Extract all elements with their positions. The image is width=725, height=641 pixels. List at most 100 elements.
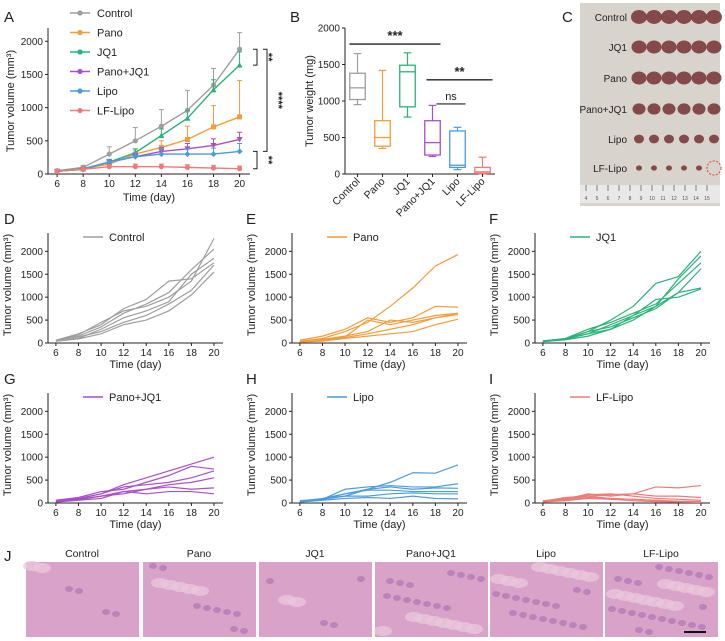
histology-texture xyxy=(559,620,567,626)
tumor-sample xyxy=(696,165,702,171)
individual-growth-line-JQ1 xyxy=(542,262,702,342)
tumor-sample xyxy=(631,10,647,24)
histology-texture xyxy=(699,604,707,610)
histology-texture xyxy=(628,610,636,616)
histology-texture xyxy=(655,564,663,570)
panel-a-point-JQ1 xyxy=(236,62,243,68)
panel-a-point-Pano xyxy=(237,114,243,120)
panel-b-category-label-Pano: Pano xyxy=(362,176,388,202)
panel-d-y-axis-label: Tumor volume (mm³) xyxy=(2,234,14,336)
panel-d-x-tick-label: 20 xyxy=(208,348,220,359)
individual-growth-line-LF-Lipo xyxy=(542,497,701,504)
individual-growth-line-Lipo xyxy=(299,464,459,502)
tumor-sample xyxy=(661,40,677,54)
histology-texture xyxy=(529,614,537,620)
legend-label-Pano+JQ1: Pano+JQ1 xyxy=(109,392,161,404)
ruler-number: 15 xyxy=(704,196,710,202)
individual-growth-line-Lipo xyxy=(299,495,458,503)
panel-g-y-tick-label: 1000 xyxy=(21,453,44,464)
histology-texture xyxy=(457,572,465,578)
panel-f-x-tick-label: 10 xyxy=(583,348,595,359)
panel-e-x-tick-label: 16 xyxy=(407,348,419,359)
panel-f-x-axis-label: Time (day) xyxy=(596,359,648,371)
tumor-sample xyxy=(677,103,691,115)
photo-row-label-Control: Control xyxy=(595,13,627,24)
histology-texture xyxy=(383,593,391,599)
histology-texture xyxy=(330,622,338,628)
panel-g-y-tick-label: 2000 xyxy=(21,407,44,418)
histology-texture xyxy=(223,609,231,615)
individual-growth-line-Control xyxy=(55,271,215,342)
panel-a-legend-marker-Pano xyxy=(77,29,83,36)
panel-i-x-tick-label: 10 xyxy=(583,508,595,519)
panel-a-sig-bracket xyxy=(263,48,268,152)
individual-growth-line-Control xyxy=(55,262,215,341)
panel-a-point-JQ1 xyxy=(158,132,165,139)
panel-h-y-tick-label: 500 xyxy=(270,476,287,487)
histology-texture xyxy=(685,570,693,576)
legend-label-LF-Lipo: LF-Lipo xyxy=(596,392,633,404)
histology-texture xyxy=(433,603,441,609)
panel-i-x-tick-label: 14 xyxy=(628,508,640,519)
panel-g-y-tick-label: 500 xyxy=(26,476,43,487)
panel-a-point-JQ1 xyxy=(184,115,191,121)
histology-label-Pano: Pano xyxy=(187,548,212,560)
histology-texture xyxy=(266,578,274,584)
tumor-sample xyxy=(631,71,647,85)
panel-a-x-tick-label: 18 xyxy=(208,179,220,190)
histology-texture xyxy=(648,614,656,620)
panel-b-sig-label: ns xyxy=(445,91,457,103)
panel-e-x-tick-label: 14 xyxy=(385,348,397,359)
individual-growth-line-Control xyxy=(55,264,215,342)
histology-texture xyxy=(532,599,540,605)
ruler-number: 14 xyxy=(693,196,699,202)
panel-h-x-tick-label: 14 xyxy=(385,508,397,519)
panel-b-y-tick-label: 500 xyxy=(323,133,340,144)
panel-f-x-tick-label: 8 xyxy=(563,348,569,359)
histology-texture xyxy=(569,622,577,628)
panel-a-y-tick-label: 1000 xyxy=(21,103,44,114)
histology-texture xyxy=(406,582,414,588)
histology-label-LF-Lipo: LF-Lipo xyxy=(643,548,679,560)
histology-texture xyxy=(320,620,328,626)
panel-i-x-tick-label: 12 xyxy=(605,508,617,519)
histology-texture xyxy=(233,611,241,617)
histology-texture xyxy=(492,591,500,597)
photo-row-label-LF-Lipo: LF-Lipo xyxy=(593,164,627,175)
panel-g-x-tick-label: 10 xyxy=(96,508,108,519)
panel-letter-d: D xyxy=(4,211,15,228)
tumor-sample xyxy=(666,165,672,171)
panel-a-x-tick-label: 10 xyxy=(104,179,116,190)
panel-a-y-axis-label: Tumor volume (mm³) xyxy=(5,50,17,152)
panel-a-line-LF-Lipo xyxy=(57,165,240,173)
panel-d-y-tick-label: 500 xyxy=(26,316,43,327)
panel-letter-a: A xyxy=(4,9,14,26)
individual-growth-line-Control xyxy=(55,238,215,342)
tumor-sample xyxy=(706,40,722,54)
panel-g-x-axis-label: Time (day) xyxy=(109,519,161,531)
panel-a-sig-bracket xyxy=(253,48,258,66)
panel-e-x-tick-label: 18 xyxy=(430,348,442,359)
histology-texture xyxy=(65,586,73,592)
tumor-sample xyxy=(709,134,719,144)
panel-g-x-tick-label: 14 xyxy=(141,508,153,519)
panel-a-point-JQ1 xyxy=(210,86,217,93)
panel-h-x-tick-label: 10 xyxy=(340,508,352,519)
histology-texture xyxy=(705,574,713,580)
individual-growth-line-Pano xyxy=(299,312,459,342)
individual-growth-line-Pano+JQ1 xyxy=(55,486,215,503)
panel-a-legend-label-JQ1: JQ1 xyxy=(97,47,117,59)
histology-texture xyxy=(678,620,686,626)
tumor-sample xyxy=(676,40,692,54)
panel-a-line-Control xyxy=(57,48,241,172)
panel-h-x-tick-label: 6 xyxy=(297,508,303,519)
tumor-sample xyxy=(646,10,662,24)
panel-e-y-tick-label: 0 xyxy=(281,339,287,350)
tumor-sample xyxy=(691,71,707,85)
histology-texture xyxy=(658,616,666,622)
panel-h-y-tick-label: 1000 xyxy=(265,453,288,464)
individual-growth-line-Lipo xyxy=(299,483,459,503)
panel-f-y-tick-label: 500 xyxy=(513,316,530,327)
panel-d-x-tick-label: 18 xyxy=(186,348,198,359)
panel-b-y-tick-label: 1500 xyxy=(318,60,341,71)
